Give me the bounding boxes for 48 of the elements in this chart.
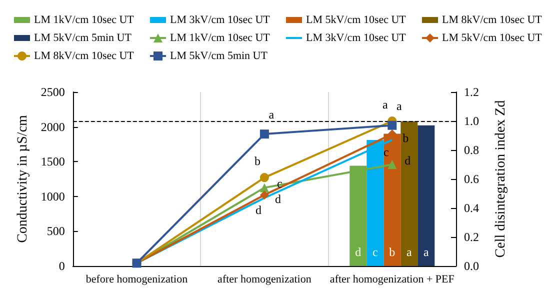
legend-label: LM 5kV/cm 10sec UT: [306, 14, 406, 26]
legend-label: LM 3kV/cm 10sec UT: [170, 14, 270, 26]
legend-label: LM 5kV/cm 10sec UT: [442, 32, 542, 44]
legend-label: LM 3kV/cm 10sec UT: [306, 32, 406, 44]
data-label: c: [383, 144, 389, 159]
y-tick-label: 1000: [40, 189, 65, 204]
y2-tick-label: 0.6: [464, 172, 479, 186]
data-label: b: [402, 131, 409, 146]
point: [260, 130, 269, 139]
point: [388, 120, 397, 130]
data-label: a: [406, 245, 412, 259]
data-label: b: [389, 245, 396, 259]
y2-tick-label: 0.2: [464, 230, 479, 244]
legend-label: LM 1kV/cm 10sec UT: [170, 32, 270, 44]
data-label: a: [423, 245, 430, 259]
legend-label: LM 5kV/cm 5min UT: [170, 50, 268, 62]
data-label: d: [404, 154, 411, 168]
data-label: d: [255, 202, 262, 217]
data-label: d: [274, 192, 281, 206]
y2-axis-title: Cell disintegration index Zd: [494, 100, 508, 258]
y2-tick-label: 0.4: [464, 201, 479, 215]
y-tick-label: 2000: [40, 120, 65, 134]
y2-tick-label: 0.8: [464, 143, 479, 157]
y2-tick-label: 0.0: [464, 259, 479, 273]
point: [388, 160, 397, 169]
data-label: a: [382, 98, 388, 112]
data-label: b: [254, 154, 260, 168]
x-tick-label: before homogenization: [86, 274, 188, 286]
y-tick-label: 0: [58, 259, 65, 273]
data-label: d: [355, 245, 362, 259]
y2-tick-label: 1.0: [464, 114, 479, 128]
legend-label: LM 8kV/cm 10sec UT: [34, 50, 134, 62]
y-tick-label: 1500: [40, 154, 65, 169]
y2-tick-label: 1.2: [464, 85, 479, 99]
legend-label: LM 1kV/cm 10sec UT: [34, 14, 134, 26]
legend-label: LM 5kV/cm 5min UT: [34, 32, 132, 44]
point: [260, 190, 269, 200]
data-label: a: [268, 108, 275, 122]
y-tick-label: 2500: [40, 85, 65, 99]
data-label: a: [396, 98, 402, 113]
y-axis-title: Conductivity in µS/cm: [16, 114, 30, 243]
point: [260, 173, 269, 182]
data-label: c: [372, 245, 378, 259]
legend-label: LM 8kV/cm 10sec UT: [442, 14, 542, 26]
x-tick-label: after homogenization + PEF: [330, 274, 454, 286]
x-tick-label: after homogenization: [218, 274, 312, 286]
y-tick-label: 500: [46, 224, 65, 238]
data-label: c: [276, 176, 282, 191]
